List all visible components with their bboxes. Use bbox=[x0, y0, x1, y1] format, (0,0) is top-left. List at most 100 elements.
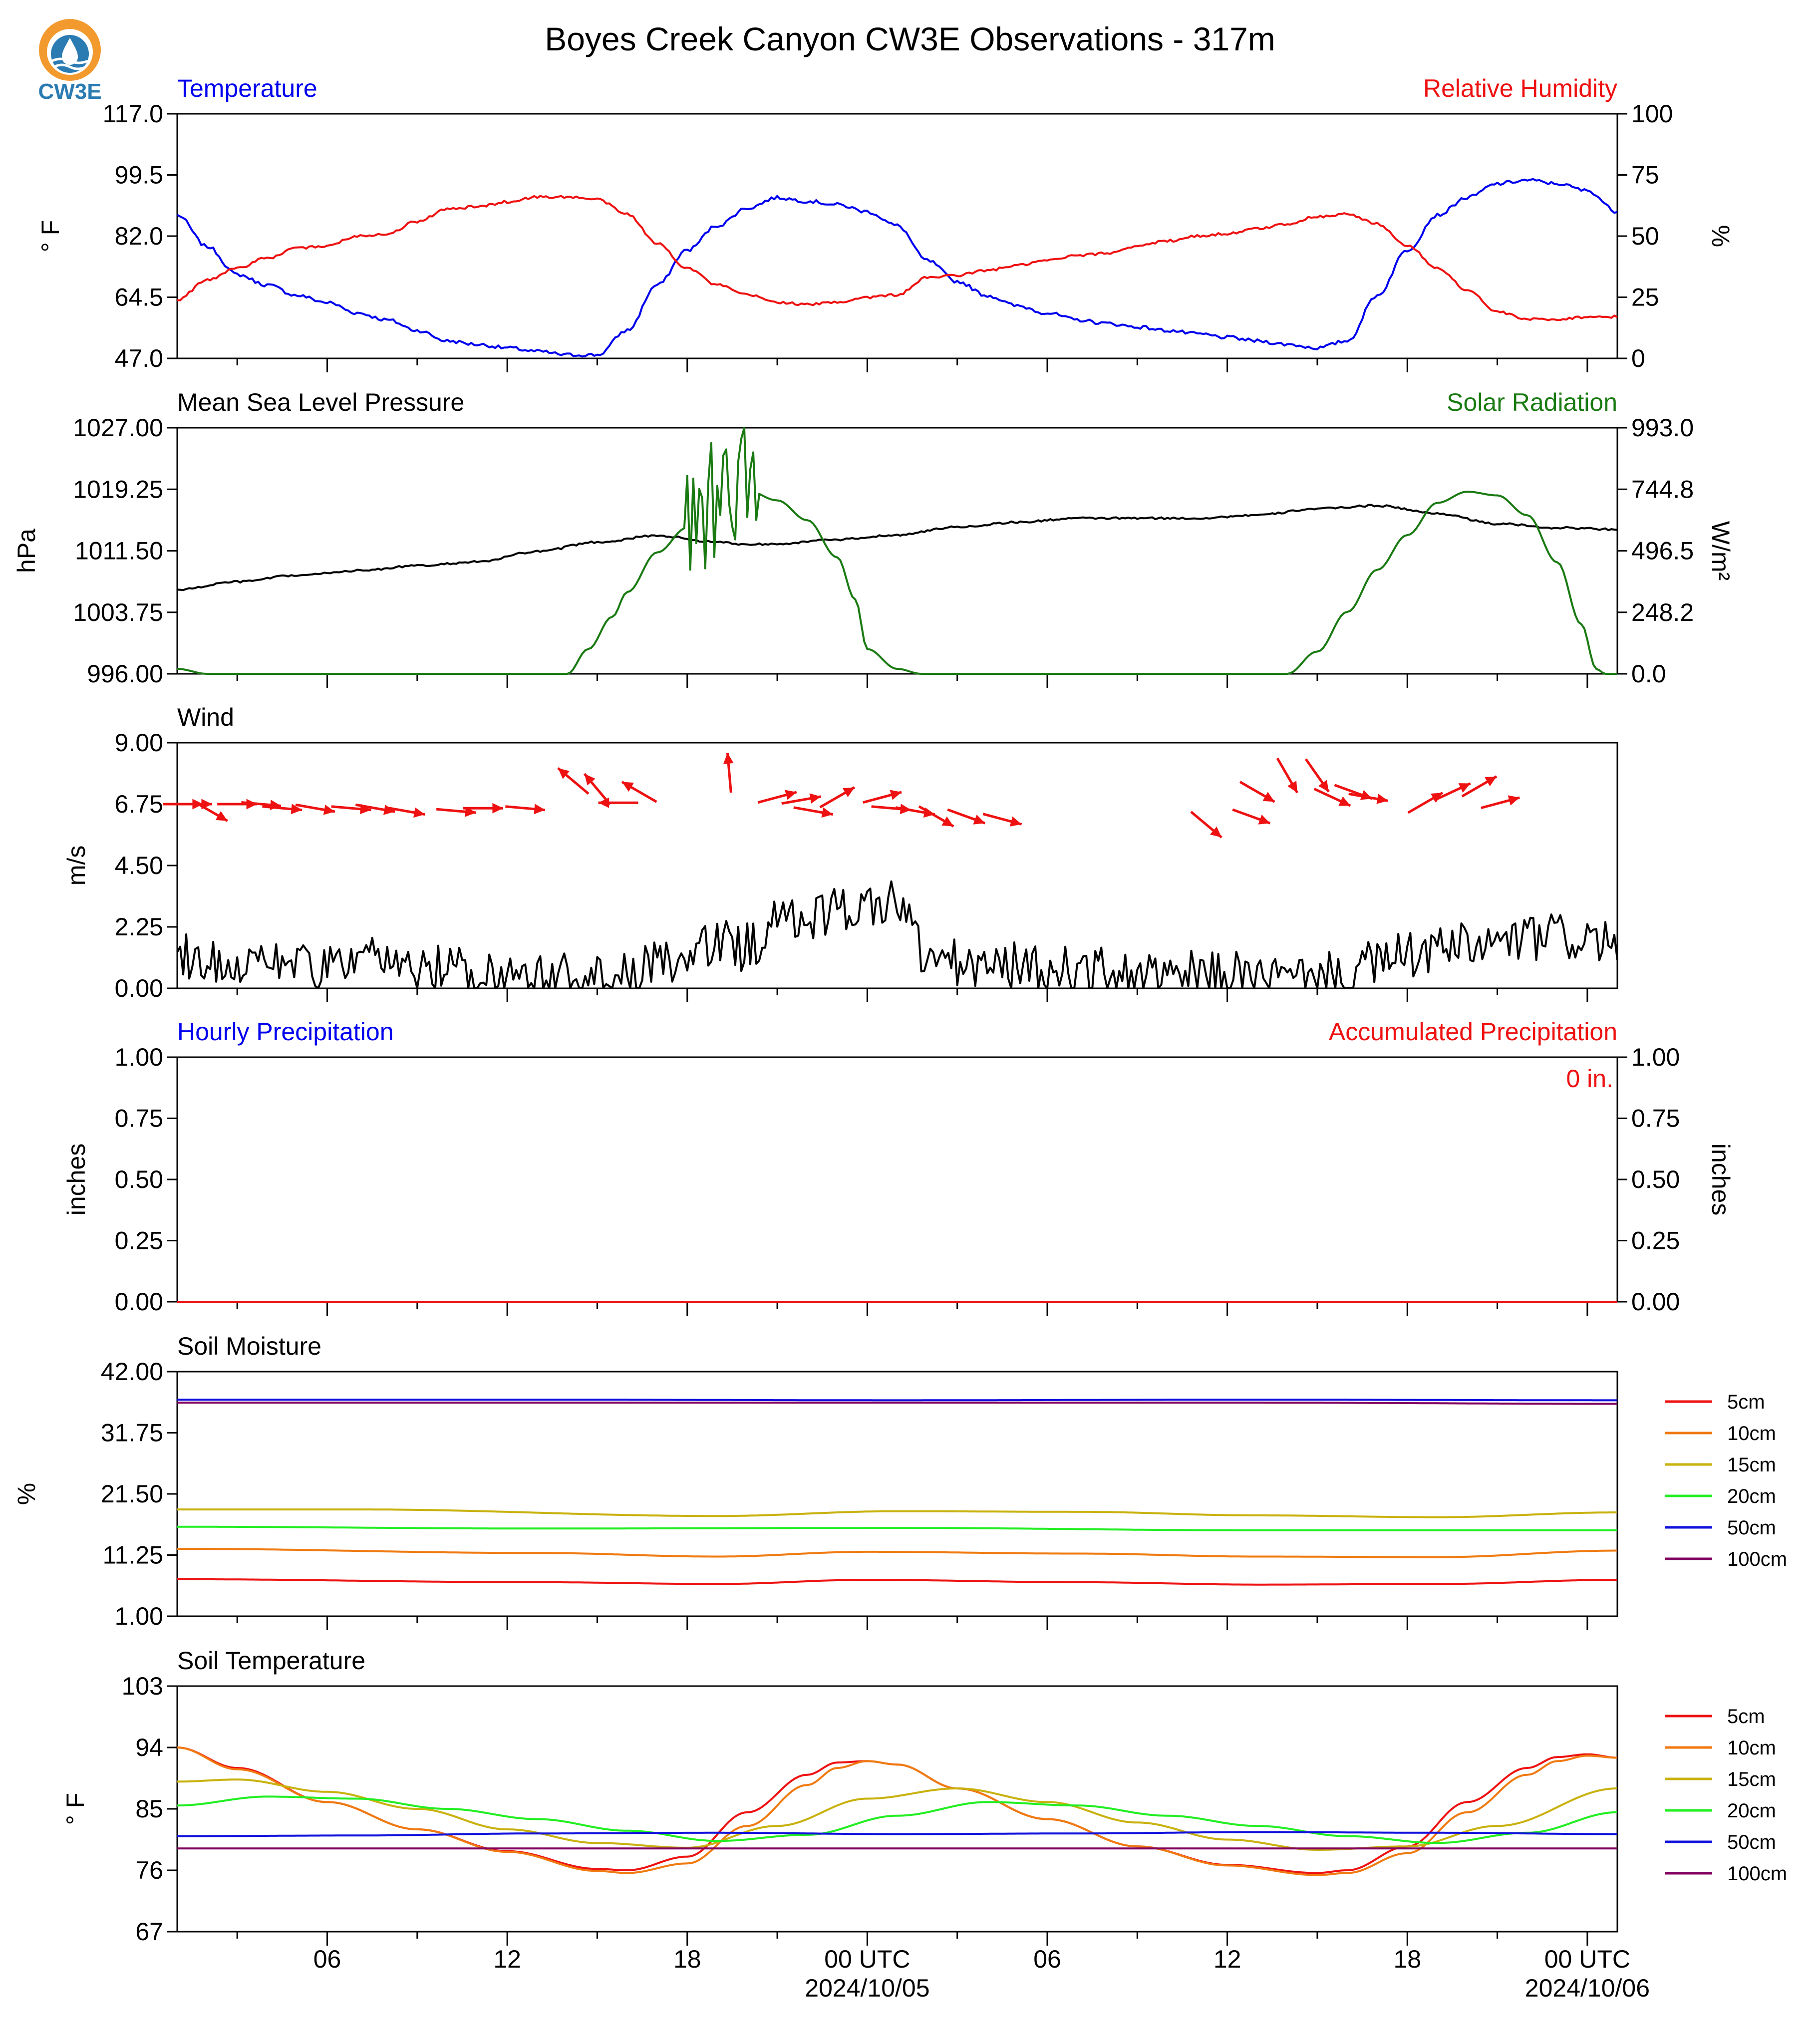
y-tick-label: 0.00 bbox=[115, 974, 163, 1002]
y-tick-label: 47.0 bbox=[115, 344, 163, 372]
panel-title: Mean Sea Level Pressure bbox=[177, 388, 464, 416]
y-tick-label: 6.75 bbox=[115, 790, 163, 818]
legend-label: 50cm bbox=[1727, 1517, 1776, 1539]
y-axis-label: m/s bbox=[62, 846, 90, 886]
y-tick-label: 0.00 bbox=[115, 1288, 163, 1316]
legend-label: 100cm bbox=[1727, 1863, 1787, 1885]
y-axis-label: ° F bbox=[36, 220, 64, 252]
y-tick-label: 0.75 bbox=[115, 1105, 163, 1133]
wind-arrow bbox=[1434, 782, 1471, 802]
wind-arrow bbox=[793, 806, 834, 818]
series-line-10cm bbox=[177, 1548, 1617, 1558]
panel-frame bbox=[176, 742, 1618, 989]
y-tick-label: 67 bbox=[135, 1918, 163, 1946]
series-line-5cm bbox=[177, 1578, 1617, 1586]
y-tick-label: 9.00 bbox=[115, 729, 163, 757]
series-line-20cm bbox=[177, 1525, 1617, 1531]
legend-label: 100cm bbox=[1727, 1548, 1787, 1570]
legend-label: 20cm bbox=[1727, 1485, 1776, 1507]
wind-arrow bbox=[947, 808, 986, 825]
x-tick-label: 12 bbox=[493, 1945, 521, 1973]
y-tick-label: 11.25 bbox=[103, 1541, 163, 1569]
wind-arrow bbox=[463, 803, 504, 814]
wind-arrow bbox=[192, 800, 229, 822]
y-tick-label: 21.50 bbox=[101, 1480, 163, 1508]
wind-arrow bbox=[1304, 758, 1330, 793]
y-tick-label-right: 248.2 bbox=[1631, 598, 1694, 626]
series-line-15cm bbox=[177, 1778, 1618, 1851]
logo-text: CW3E bbox=[38, 79, 101, 104]
y-tick-label: 94 bbox=[135, 1734, 163, 1761]
panel-pressure-solar: 996.00 1003.75 1011.50 1019.25 1027.00 0.0 248… bbox=[12, 388, 1735, 688]
y-tick-label-right: 50 bbox=[1631, 222, 1659, 250]
x-tick-label: 12 bbox=[1213, 1945, 1241, 1973]
legend: 5cm 10cm 15cm 20cm 50cm 100cm bbox=[1665, 1391, 1787, 1570]
wind-arrow bbox=[621, 781, 657, 803]
wind-arrow bbox=[557, 767, 590, 795]
series-line-15cm bbox=[177, 1508, 1618, 1518]
y-tick-label: 1019.25 bbox=[73, 475, 163, 503]
series-line-10cm bbox=[177, 1746, 1618, 1876]
wind-arrow bbox=[1239, 781, 1275, 803]
y-tick-label: 117.0 bbox=[103, 100, 163, 128]
panel-frame bbox=[176, 427, 1618, 675]
y-tick-label: 1.00 bbox=[115, 1602, 163, 1630]
wind-arrow bbox=[781, 793, 821, 805]
panel-title-right: Solar Radiation bbox=[1447, 388, 1617, 416]
panel-frame bbox=[176, 1056, 1618, 1303]
wind-arrow bbox=[1348, 792, 1388, 804]
chart-title: Boyes Creek Canyon CW3E Observations - 3… bbox=[545, 20, 1275, 57]
panel-soil-moisture: 1.00 11.25 21.50 31.75 42.00 Soil Moisture% bbox=[12, 1332, 1618, 1630]
y-tick-label: 82.0 bbox=[115, 222, 163, 250]
wind-arrow bbox=[1461, 775, 1498, 798]
x-tick-label: 06 bbox=[1033, 1945, 1061, 1973]
y-tick-label: 0.50 bbox=[115, 1165, 163, 1193]
wind-arrow bbox=[1190, 811, 1222, 839]
y-tick-label: 996.00 bbox=[87, 660, 163, 688]
series-line-50cm bbox=[177, 1831, 1617, 1837]
accumulated-value: 0 in. bbox=[1566, 1065, 1613, 1093]
panel-title: Soil Moisture bbox=[177, 1332, 321, 1360]
wind-arrow bbox=[982, 813, 1022, 827]
y-tick-label-right: 0.50 bbox=[1631, 1165, 1680, 1193]
wind-arrow bbox=[757, 790, 797, 804]
x-tick-label: 18 bbox=[1393, 1945, 1421, 1973]
wind-arrow bbox=[598, 797, 638, 808]
y-axis-label: inches bbox=[62, 1144, 90, 1216]
y-tick-label: 4.50 bbox=[115, 852, 163, 879]
y-tick-label: 99.5 bbox=[115, 161, 163, 189]
wind-arrow bbox=[1481, 795, 1520, 810]
y-tick-label-right: 0.0 bbox=[1631, 660, 1666, 688]
wind-arrow bbox=[863, 790, 902, 804]
y-axis-label: ° F bbox=[61, 1793, 89, 1825]
panel-title: Wind bbox=[177, 703, 234, 731]
panel-temp-rh: 47.0 64.5 82.0 99.5 117.0 0 25 50 75 100 Temperatu… bbox=[36, 74, 1735, 372]
wind-arrow bbox=[918, 805, 954, 828]
y-tick-label-right: 100 bbox=[1631, 100, 1673, 128]
y-tick-label-right: 25 bbox=[1631, 284, 1659, 311]
wind-arrow bbox=[385, 806, 425, 818]
y-tick-label-right: 0 bbox=[1631, 344, 1645, 372]
legend-label: 15cm bbox=[1727, 1454, 1776, 1476]
legend-label: 5cm bbox=[1727, 1706, 1765, 1728]
y-axis-label: hPa bbox=[12, 529, 40, 573]
series-line-temperature bbox=[176, 178, 1618, 358]
x-tick-date: 2024/10/05 bbox=[805, 1974, 929, 2002]
x-tick-date: 2024/10/06 bbox=[1525, 1974, 1650, 2002]
panel-title-right: Accumulated Precipitation bbox=[1329, 1018, 1617, 1046]
x-tick-label: 00 UTC bbox=[824, 1945, 910, 1973]
wind-arrow bbox=[723, 753, 734, 793]
panel-title: Soil Temperature bbox=[177, 1647, 365, 1675]
y-axis-label-right: W/m² bbox=[1707, 521, 1735, 580]
panel-soil-temp: 67 76 85 94 103 Soil Temperature ° F bbox=[61, 1647, 1618, 1946]
series-line-20cm bbox=[177, 1795, 1618, 1844]
panel-precip: 0.00 0.25 0.50 0.75 1.00 0.00 0.25 0.50 0.75 1.00… bbox=[62, 1018, 1735, 1316]
wind-arrow bbox=[505, 804, 546, 815]
y-tick-label: 1.00 bbox=[115, 1043, 163, 1071]
legend-label: 20cm bbox=[1727, 1800, 1776, 1822]
legend-label: 10cm bbox=[1727, 1423, 1776, 1445]
y-tick-label: 85 bbox=[135, 1795, 163, 1823]
panel-title: Temperature bbox=[177, 74, 317, 102]
panel-frame bbox=[176, 113, 1618, 359]
wind-arrow bbox=[1276, 757, 1299, 794]
